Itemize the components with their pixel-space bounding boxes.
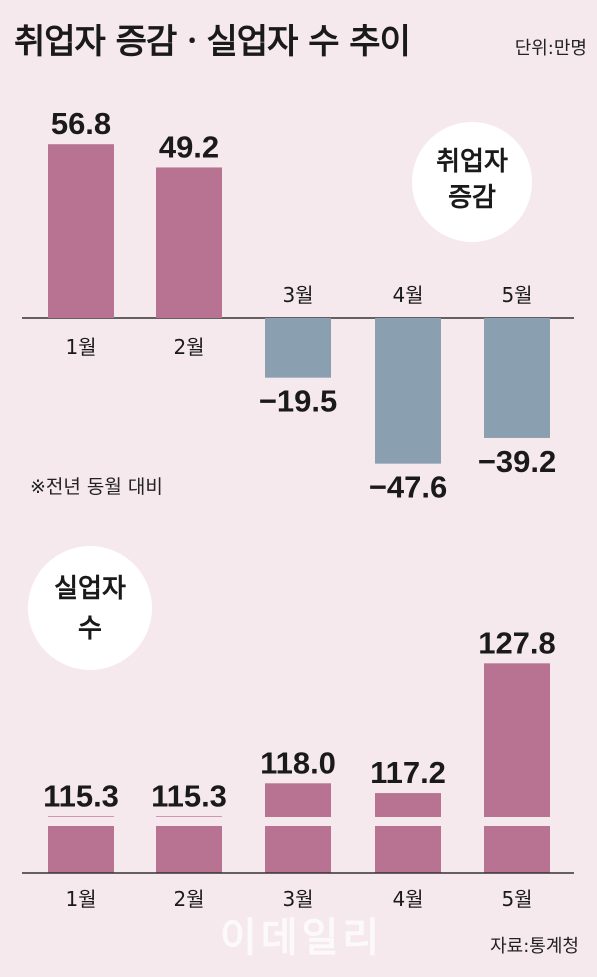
source-label: 자료:통계청 [490, 936, 579, 957]
x-tick-label-5: 5월 [501, 283, 532, 307]
data-label-1: 56.8 [51, 106, 111, 141]
badge-circle [28, 546, 152, 670]
data-label-5: 127.8 [478, 625, 556, 660]
axis-break-gap-4 [373, 817, 443, 826]
x-tick-label-2: 2월 [173, 887, 204, 911]
badge-circle [412, 122, 532, 242]
x-tick-label-3: 3월 [282, 283, 313, 307]
bar-3 [265, 783, 331, 873]
x-tick-label-2: 2월 [173, 335, 204, 359]
x-tick-label-4: 4월 [392, 887, 423, 911]
bar-4 [375, 793, 441, 873]
x-tick-label-1: 1월 [65, 335, 96, 359]
badge-text-1: 취업자 [436, 147, 508, 177]
data-label-4: 117.2 [370, 755, 446, 790]
bar-2 [156, 167, 222, 318]
data-label-1: 115.3 [43, 778, 119, 813]
axis-break-gap-3 [263, 817, 333, 826]
data-label-2: 49.2 [159, 129, 219, 164]
axis-break-gap-5 [482, 817, 552, 826]
data-label-2: 115.3 [151, 778, 227, 813]
x-tick-label-3: 3월 [282, 887, 313, 911]
bar-3 [265, 318, 331, 378]
chart-title: 취업자 증감ㆍ실업자 수 추이 [14, 22, 411, 62]
bar-5 [484, 318, 550, 438]
data-label-3: −19.5 [259, 384, 337, 419]
data-label-3: 118.0 [260, 745, 336, 780]
bar-4 [375, 318, 441, 464]
x-tick-label-4: 4월 [392, 283, 423, 307]
data-label-5: −39.2 [478, 444, 556, 479]
badge-text-2: 증감 [448, 183, 496, 213]
bar-5 [484, 663, 550, 873]
watermark-logo: 이데일리 [220, 915, 384, 961]
badge-text-2: 수 [78, 614, 102, 644]
badge-text-1: 실업자 [54, 574, 126, 604]
axis-break-gap-1 [46, 817, 116, 826]
unit-label: 단위:만명 [514, 38, 587, 59]
footnote: ※전년 동월 대비 [30, 476, 163, 498]
x-tick-label-5: 5월 [501, 887, 532, 911]
bar-1 [48, 144, 114, 318]
data-label-4: −47.6 [369, 470, 447, 505]
x-tick-label-1: 1월 [65, 887, 96, 911]
axis-break-gap-2 [154, 817, 224, 826]
